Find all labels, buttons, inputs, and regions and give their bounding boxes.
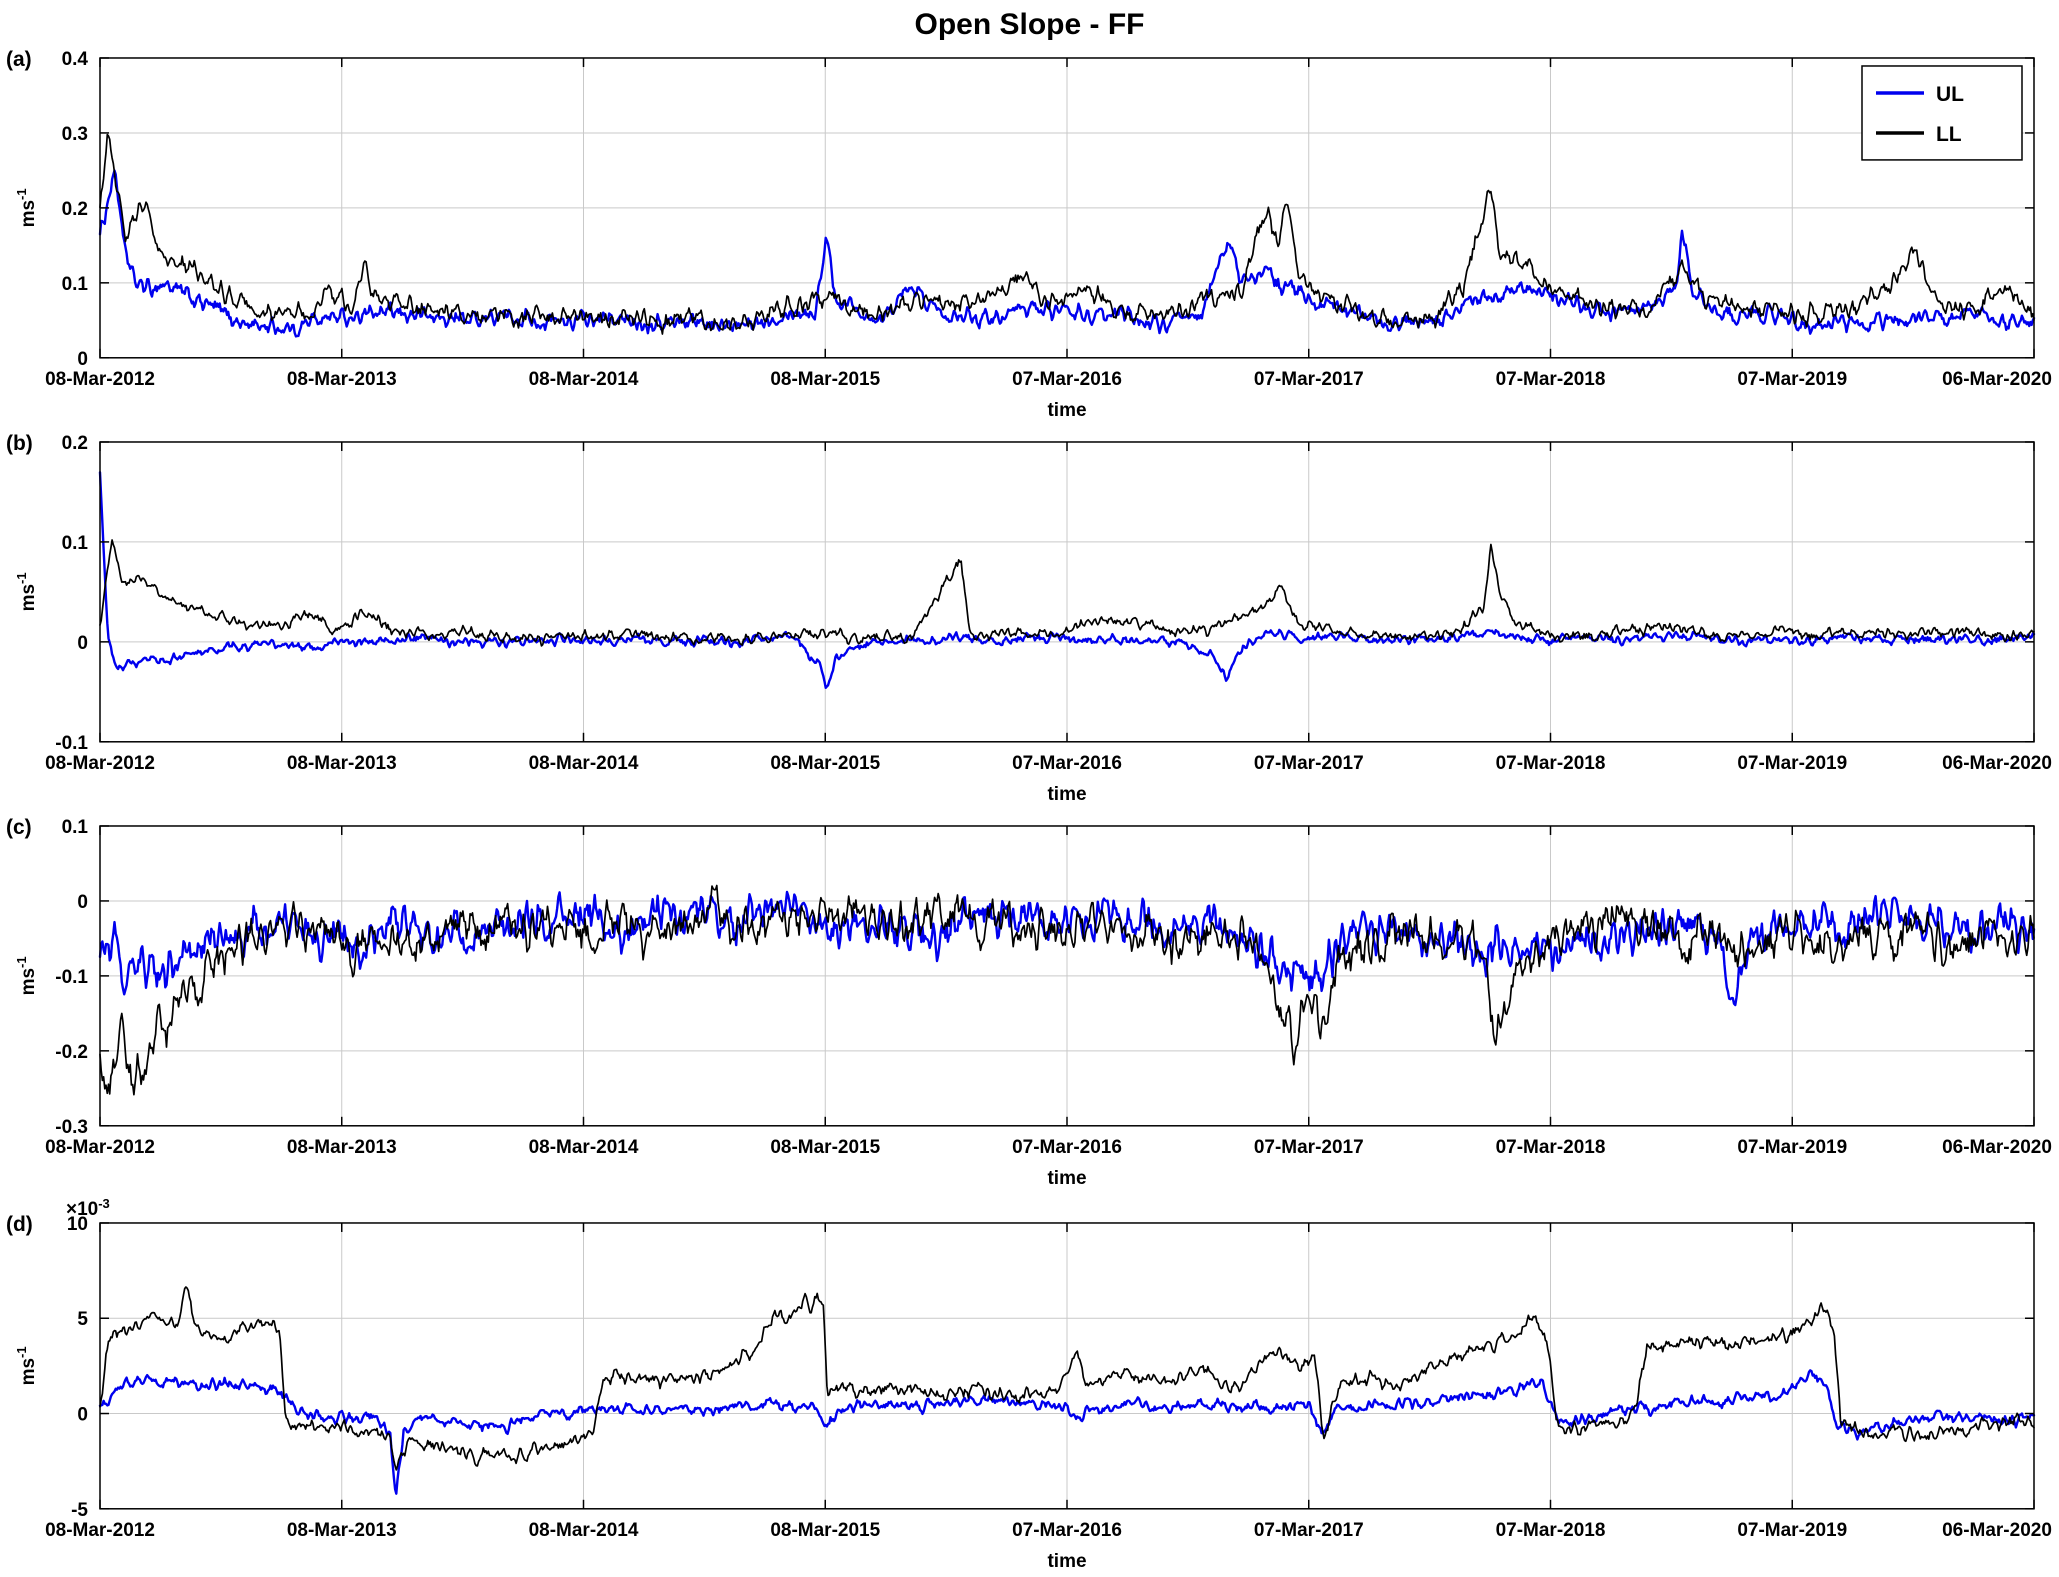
panel-d: 08-Mar-2012 08-Mar-2013 08-Mar-2014 08-Mar-… (0, 1193, 2059, 1577)
series-UL-line (98, 169, 2036, 338)
x-tick-label: 07-Mar-2018 (1496, 1520, 1606, 1541)
y-tick-label: 0 (77, 633, 88, 654)
panel-c: 08-Mar-2012 08-Mar-2013 08-Mar-2014 08-Mar-… (0, 810, 2059, 1194)
panel-b: 08-Mar-2012 08-Mar-2013 08-Mar-2014 08-Mar-… (0, 426, 2059, 810)
x-tick-label: 07-Mar-2016 (1012, 1520, 1122, 1541)
y-axis-label: ms-1 (14, 1347, 39, 1386)
x-tick-label: 07-Mar-2019 (1737, 1520, 1847, 1541)
y-tick-label: -0.1 (55, 966, 88, 987)
series-LL-line (99, 884, 2035, 1095)
tick-labels: 08-Mar-2012 08-Mar-2013 08-Mar-2014 08-Mar-… (45, 1214, 2052, 1541)
x-tick-label: 08-Mar-2015 (770, 1520, 880, 1541)
series-LL-line (99, 538, 2035, 647)
y-tick-label: 0.4 (62, 49, 89, 70)
x-axis-label: time (1047, 400, 1086, 421)
y-tick-label: 0 (77, 1405, 88, 1426)
y-axis-label: ms-1 (14, 188, 39, 227)
panel-letter: (d) (6, 1213, 33, 1236)
panel-letter: (c) (6, 815, 32, 838)
x-tick-label: 07-Mar-2016 (1012, 369, 1122, 390)
x-tick-label: 07-Mar-2019 (1737, 1136, 1847, 1157)
x-tick-label: 07-Mar-2017 (1254, 753, 1364, 774)
x-tick-label: 08-Mar-2015 (770, 753, 880, 774)
legend: UL LL (1861, 65, 2023, 161)
x-tick-label: 08-Mar-2013 (287, 369, 397, 390)
x-tick-label: 07-Mar-2018 (1496, 753, 1606, 774)
x-tick-label: 06-Mar-2020 (1942, 1520, 2052, 1541)
y-tick-label: 0.1 (62, 533, 89, 554)
x-tick-label: 07-Mar-2019 (1737, 753, 1847, 774)
y-tick-label: 10 (67, 1214, 88, 1235)
x-tick-label: 08-Mar-2012 (45, 753, 155, 774)
y-tick-label: -5 (71, 1500, 88, 1521)
y-tick-label: 0.2 (62, 433, 88, 454)
series-UL-line (98, 470, 2036, 689)
y-tick-label: 0 (77, 349, 88, 370)
tick-marks (99, 57, 2035, 359)
grid-lines (99, 441, 2035, 743)
panel-letter: (b) (6, 432, 33, 455)
panel-a: 08-Mar-2012 08-Mar-2013 08-Mar-2014 08-Mar-… (0, 42, 2059, 426)
y-tick-label: 0.3 (62, 124, 88, 145)
x-tick-label: 06-Mar-2020 (1942, 753, 2052, 774)
x-axis-label: time (1047, 1167, 1086, 1188)
tick-labels: 08-Mar-2012 08-Mar-2013 08-Mar-2014 08-Mar-… (45, 816, 2052, 1157)
plot-panel-a: 08-Mar-2012 08-Mar-2013 08-Mar-2014 08-Mar-… (6, 48, 2052, 421)
series-LL-line (99, 1286, 2035, 1471)
y-axis-exponent: ×10-3 (66, 1196, 110, 1220)
grid-lines (99, 824, 2035, 1126)
x-tick-label: 07-Mar-2017 (1254, 1136, 1364, 1157)
series-UL-line (98, 1369, 2036, 1496)
x-tick-label: 07-Mar-2017 (1254, 369, 1364, 390)
plot-panel-b: 08-Mar-2012 08-Mar-2013 08-Mar-2014 08-Mar-… (6, 432, 2052, 805)
y-tick-label: 5 (77, 1310, 88, 1331)
x-tick-label: 07-Mar-2017 (1254, 1520, 1364, 1541)
x-axis-label: time (1047, 1551, 1086, 1572)
x-tick-label: 06-Mar-2020 (1942, 1136, 2052, 1157)
x-tick-label: 08-Mar-2012 (45, 1136, 155, 1157)
tick-marks (99, 440, 2035, 743)
series-LL-line (99, 133, 2035, 335)
x-tick-label: 08-Mar-2014 (529, 1136, 639, 1157)
plot-panel-d: 08-Mar-2012 08-Mar-2013 08-Mar-2014 08-Mar-… (6, 1196, 2052, 1572)
y-tick-label: 0 (77, 891, 88, 912)
x-tick-label: 07-Mar-2019 (1737, 369, 1847, 390)
x-tick-label: 07-Mar-2018 (1496, 369, 1606, 390)
tick-labels: 08-Mar-2012 08-Mar-2013 08-Mar-2014 08-Mar-… (45, 433, 2052, 774)
tick-marks (99, 824, 2035, 1127)
y-axis-label: ms-1 (14, 572, 39, 611)
x-tick-label: 07-Mar-2016 (1012, 753, 1122, 774)
y-tick-label: 0.1 (62, 274, 89, 295)
panel-letter: (a) (6, 48, 32, 71)
legend-label-LL: LL (1936, 123, 1962, 146)
figure-title: Open Slope - FF (914, 8, 1145, 41)
y-tick-label: -0.1 (55, 733, 88, 754)
x-tick-label: 08-Mar-2014 (529, 1520, 639, 1541)
x-axis-label: time (1047, 784, 1086, 805)
legend-box (1861, 65, 2023, 161)
x-tick-label: 08-Mar-2014 (529, 753, 639, 774)
y-axis-label: ms-1 (14, 956, 39, 995)
legend-label-UL: UL (1936, 83, 1964, 106)
x-tick-label: 08-Mar-2013 (287, 1136, 397, 1157)
x-tick-label: 07-Mar-2016 (1012, 1136, 1122, 1157)
x-tick-label: 08-Mar-2012 (45, 1520, 155, 1541)
x-tick-label: 06-Mar-2020 (1942, 369, 2052, 390)
tick-labels: 08-Mar-2012 08-Mar-2013 08-Mar-2014 08-Mar-… (45, 49, 2052, 390)
x-tick-label: 08-Mar-2013 (287, 1520, 397, 1541)
tick-marks (99, 1222, 2035, 1510)
plot-panel-c: 08-Mar-2012 08-Mar-2013 08-Mar-2014 08-Mar-… (6, 815, 2052, 1188)
y-tick-label: 0.1 (62, 816, 89, 837)
x-tick-label: 07-Mar-2018 (1496, 1136, 1606, 1157)
y-tick-label: 0.2 (62, 199, 88, 220)
x-tick-label: 08-Mar-2015 (770, 369, 880, 390)
x-tick-label: 08-Mar-2013 (287, 753, 397, 774)
x-tick-label: 08-Mar-2012 (45, 369, 155, 390)
x-tick-label: 08-Mar-2015 (770, 1136, 880, 1157)
x-tick-label: 08-Mar-2014 (529, 369, 639, 390)
y-tick-label: -0.2 (55, 1041, 88, 1062)
y-tick-label: -0.3 (55, 1116, 88, 1137)
grid-lines (99, 1222, 2035, 1510)
